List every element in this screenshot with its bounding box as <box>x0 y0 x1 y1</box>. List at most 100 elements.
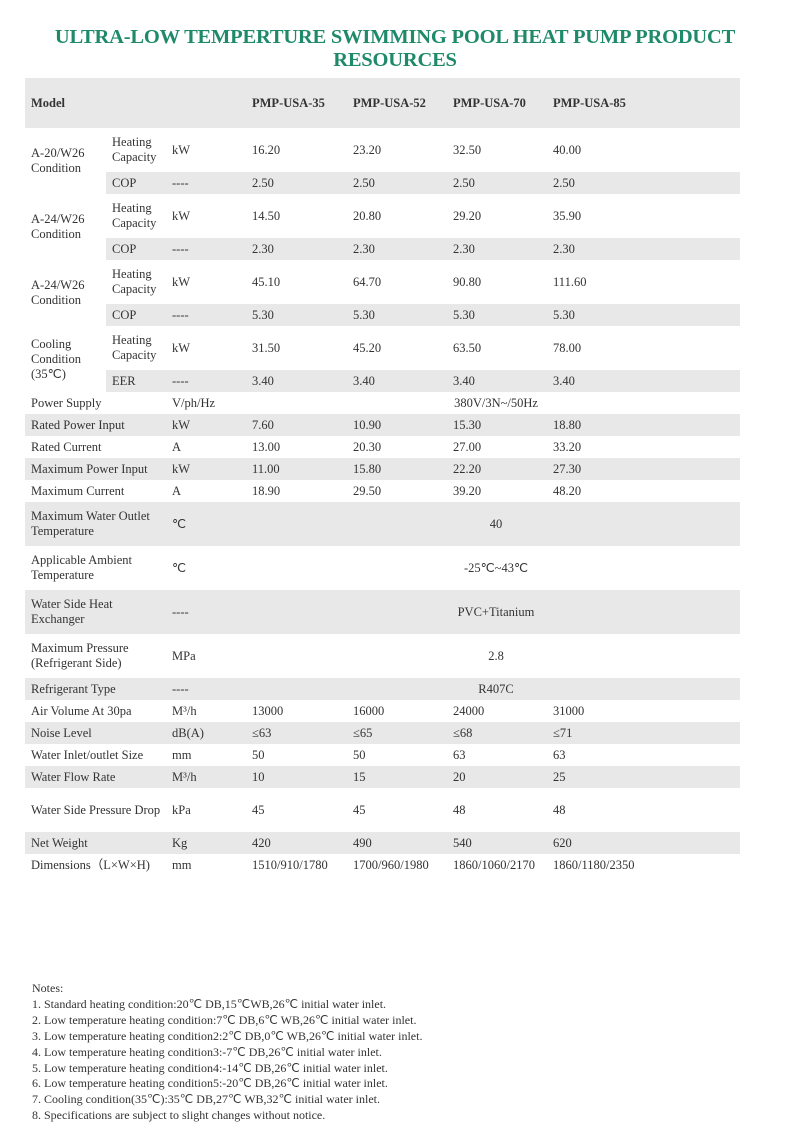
table-row: Water Inlet/outlet Size mm 50 50 63 63 <box>25 744 740 766</box>
table-row: COP ---- 5.30 5.30 5.30 5.30 <box>25 304 740 326</box>
model-column-header: PMP-USA-70 <box>447 78 547 128</box>
value-cell: 63 <box>453 747 466 762</box>
condition-label: A-20/W26 Condition <box>31 146 85 175</box>
value-cell: 3.40 <box>547 370 740 392</box>
value-cell: 3.40 <box>246 370 347 392</box>
value-cell: 64.70 <box>353 274 382 289</box>
value-cell: 45.20 <box>353 340 382 355</box>
value-cell: 2.30 <box>246 238 347 260</box>
row-label: Dimensions（L×W×H) <box>31 857 150 872</box>
unit-cell: ---- <box>166 678 246 700</box>
value-cell: 5.30 <box>547 304 740 326</box>
value-cell: 31000 <box>553 703 585 718</box>
value-cell: 40 <box>246 502 740 546</box>
value-cell: 24000 <box>453 703 485 718</box>
unit-cell: kW <box>172 142 191 157</box>
value-cell: 3.40 <box>447 370 547 392</box>
row-label: Maximum Current <box>31 483 125 498</box>
note-item: 5. Low temperature heating condition4:-1… <box>32 1060 388 1075</box>
model-column-header: PMP-USA-85 <box>547 78 740 128</box>
unit-cell: kW <box>172 274 191 289</box>
note-item: 7. Cooling condition(35℃):35℃ DB,27℃ WB,… <box>32 1092 380 1107</box>
value-cell: 15.30 <box>447 414 547 436</box>
table-row: Maximum Pressure (Refrigerant Side) MPa 2.… <box>25 634 740 678</box>
value-cell: 5.30 <box>347 304 447 326</box>
row-label: Air Volume At 30pa <box>31 703 132 718</box>
unit-cell: ℃ <box>166 502 246 546</box>
row-label: Power Supply <box>31 395 102 410</box>
condition-label: A-24/W26 Condition <box>31 278 85 307</box>
value-cell: 1510/910/1780 <box>252 857 328 872</box>
value-cell: 63.50 <box>453 340 482 355</box>
table-row: EER ---- 3.40 3.40 3.40 3.40 <box>25 370 740 392</box>
condition-label: Cooling Condition (35℃) <box>31 336 82 381</box>
value-cell: 27.30 <box>547 458 740 480</box>
value-cell: 2.50 <box>547 172 740 194</box>
unit-cell: A <box>172 483 182 498</box>
value-cell: 2.50 <box>447 172 547 194</box>
value-cell: 10 <box>246 766 347 788</box>
note-item: 8. Specifications are subject to slight … <box>32 1108 326 1123</box>
table-row: Refrigerant Type ---- R407C <box>25 678 740 700</box>
value-cell: 25 <box>547 766 740 788</box>
row-label: Refrigerant Type <box>25 678 166 700</box>
value-cell: 50 <box>252 747 265 762</box>
value-cell: -25℃~43℃ <box>463 560 528 575</box>
value-cell: 15 <box>347 766 447 788</box>
table-row: Rated Current A 13.00 20.30 27.00 33.20 <box>25 436 740 458</box>
value-cell: 5.30 <box>246 304 347 326</box>
value-cell: 1700/960/1980 <box>353 857 429 872</box>
unit-cell: dB(A) <box>166 722 246 744</box>
value-cell: 20 <box>447 766 547 788</box>
note-item: 3. Low temperature heating condition2:2℃… <box>32 1028 423 1043</box>
value-cell: ≤63 <box>246 722 347 744</box>
sub-label: COP <box>106 172 166 194</box>
table-row: Water Side Heat Exchanger ---- PVC+Titaniu… <box>25 590 740 634</box>
value-cell: 2.30 <box>547 238 740 260</box>
value-cell: 20.30 <box>353 439 382 454</box>
value-cell: 39.20 <box>453 483 482 498</box>
value-cell: 48 <box>453 802 466 817</box>
unit-cell: kW <box>166 414 246 436</box>
value-cell: 11.00 <box>246 458 347 480</box>
note-item: 1. Standard heating condition:20℃ DB,15℃… <box>32 996 387 1011</box>
table-row: Applicable Ambient Temperature ℃ -25℃~43℃ <box>25 546 740 590</box>
row-label: Net Weight <box>25 832 166 854</box>
model-column-header: PMP-USA-52 <box>347 78 447 128</box>
sub-label: Heating Capacity <box>112 333 157 362</box>
value-cell: 90.80 <box>453 274 482 289</box>
row-label: Water Side Pressure Drop <box>31 802 161 817</box>
value-cell: PVC+Titanium <box>246 590 740 634</box>
value-cell: 16000 <box>353 703 385 718</box>
table-row: Net Weight Kg 420 490 540 620 <box>25 832 740 854</box>
condition-label: A-24/W26 Condition <box>31 212 85 241</box>
value-cell: 29.50 <box>353 483 382 498</box>
value-cell: 27.00 <box>453 439 482 454</box>
sub-label: COP <box>106 304 166 326</box>
sub-label: EER <box>106 370 166 392</box>
row-label: Maximum Power Input <box>25 458 166 480</box>
note-item: 6. Low temperature heating condition5:-2… <box>32 1076 388 1091</box>
value-cell: 63 <box>553 747 566 762</box>
unit-cell: V/ph/Hz <box>172 395 216 410</box>
row-label: Applicable Ambient Temperature <box>31 553 133 582</box>
unit-cell: M³/h <box>166 766 246 788</box>
value-cell: 1860/1060/2170 <box>453 857 535 872</box>
unit-cell: A <box>172 439 182 454</box>
note-item: 2. Low temperature heating condition:7℃ … <box>32 1012 417 1027</box>
value-cell: 35.90 <box>553 208 582 223</box>
model-header: Model <box>25 78 246 128</box>
value-cell: 48.20 <box>553 483 582 498</box>
table-row: Rated Power Input kW 7.60 10.90 15.30 18.80 <box>25 414 740 436</box>
value-cell: 420 <box>246 832 347 854</box>
table-row: Water Flow Rate M³/h 10 15 20 25 <box>25 766 740 788</box>
unit-cell: kW <box>172 340 191 355</box>
unit-cell: Kg <box>166 832 246 854</box>
table-row: Air Volume At 30pa M³/h 13000 16000 24000 310… <box>25 700 740 722</box>
notes-heading: Notes: <box>32 981 64 995</box>
value-cell: 45.10 <box>252 274 281 289</box>
table-row: COP ---- 2.50 2.50 2.50 2.50 <box>25 172 740 194</box>
unit-cell: M³/h <box>172 703 197 718</box>
model-column-header: PMP-USA-35 <box>246 78 347 128</box>
value-cell: 33.20 <box>553 439 582 454</box>
